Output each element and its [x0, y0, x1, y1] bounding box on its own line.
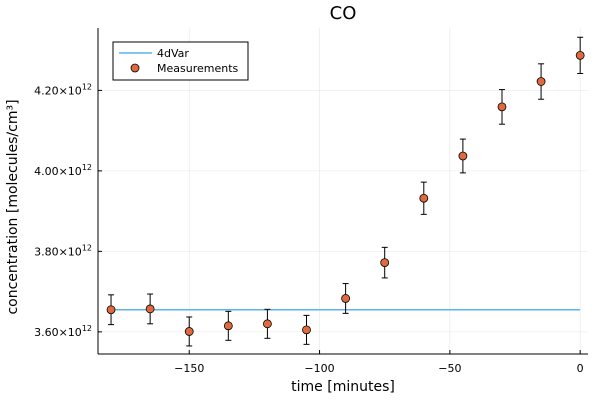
data-point [223, 321, 233, 331]
data-point [497, 102, 507, 112]
data-point [575, 50, 585, 60]
data-point [263, 319, 272, 329]
x-tick-label: −150 [174, 362, 204, 375]
legend: 4dVar Measurements [112, 41, 249, 81]
y-tick-exponent: 12 [82, 324, 92, 333]
y-tick-label: 3.80×1012 [34, 243, 92, 258]
plot-frame [97, 28, 588, 355]
y-tick-exponent: 12 [82, 163, 92, 172]
y-axis-label: concentration [molecules/cm³] [5, 99, 21, 314]
y-tick-label: 4.00×1012 [34, 163, 92, 178]
legend-marker-swatch [130, 63, 140, 73]
y-tick-mantissa: 4.00×10 [34, 165, 82, 178]
y-tick-label: 4.20×1012 [34, 82, 92, 97]
data-point [302, 325, 311, 335]
x-axis-ticks: −150 −100 −50 0 [174, 350, 584, 375]
y-tick-label: 3.60×1012 [34, 324, 92, 339]
x-tick-label: −100 [304, 362, 334, 375]
data-point [145, 304, 155, 314]
data-point [419, 193, 429, 203]
y-tick-mantissa: 4.20×10 [34, 84, 82, 97]
legend-box [112, 41, 249, 81]
legend-label-4dvar: 4dVar [157, 47, 189, 60]
y-tick-mantissa: 3.60×10 [34, 326, 82, 339]
y-tick-mantissa: 3.80×10 [34, 245, 82, 258]
y-tick-exponent: 12 [82, 82, 92, 91]
data-point [458, 151, 468, 161]
grid [98, 28, 588, 354]
x-tick-label: −50 [438, 362, 461, 375]
x-tick-label: 0 [577, 362, 584, 375]
measurement-series [106, 36, 585, 347]
x-axis-label: time [minutes] [291, 379, 395, 395]
data-point [106, 305, 116, 315]
data-point [536, 77, 546, 86]
data-point [380, 258, 390, 268]
chart-title: CO [330, 3, 357, 24]
data-point [341, 294, 351, 303]
y-tick-exponent: 12 [82, 243, 92, 252]
legend-label-measurements: Measurements [157, 62, 239, 75]
data-point [184, 327, 194, 336]
